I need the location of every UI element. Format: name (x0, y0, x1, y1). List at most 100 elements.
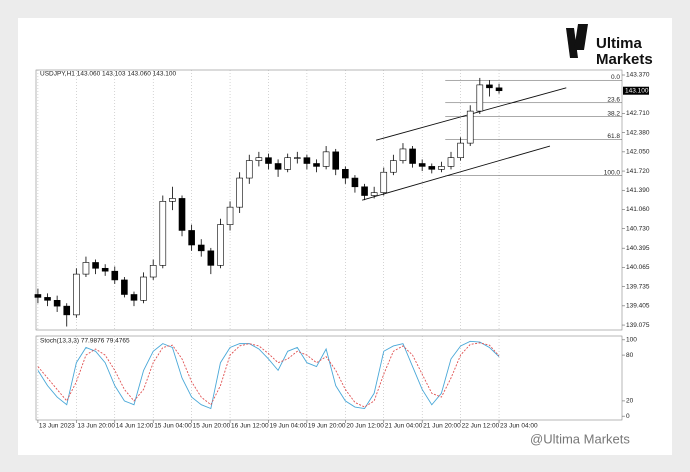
current-price-box (623, 86, 649, 95)
fib-label: 38.2 (607, 110, 620, 117)
candle-body (342, 169, 349, 179)
candle-body (197, 244, 205, 252)
y-tick-label: 142.050 (626, 149, 650, 156)
trendline (362, 145, 551, 201)
candle-body (476, 84, 484, 112)
stoch-line (37, 340, 500, 410)
y-tick-label: 140.065 (626, 264, 650, 271)
candle-body (82, 262, 90, 275)
y-tick-label: 142.380 (626, 129, 650, 136)
stoch-y-tick-label: 80 (626, 352, 634, 359)
candle-body (361, 186, 368, 196)
candle-body (140, 276, 147, 301)
candle-body (399, 148, 407, 161)
stoch-y-tick-label: 0 (626, 413, 630, 420)
candle-body (226, 206, 234, 225)
y-tick-label: 141.390 (626, 187, 650, 194)
y-tick-label: 141.720 (626, 168, 650, 175)
candle-body (457, 142, 464, 158)
candle-body (303, 157, 311, 164)
x-tick-label: 19 Jun 20:00 (308, 423, 346, 430)
y-tick-label: 143.370 (626, 72, 650, 79)
candle-body (44, 297, 51, 301)
candle-body (73, 273, 80, 316)
x-tick-label: 19 Jun 04:00 (269, 423, 307, 430)
x-tick-label: 23 Jun 04:00 (500, 423, 538, 430)
candle-body (274, 163, 282, 170)
candle-body (207, 250, 215, 266)
candle-body (101, 267, 109, 272)
candle-body (111, 270, 119, 281)
y-tick-label: 141.060 (626, 206, 650, 213)
candle-body (34, 294, 42, 298)
x-tick-label: 22 Jun 12:00 (462, 423, 500, 430)
candle-body (447, 157, 455, 167)
candle-body (438, 166, 445, 170)
candle-body (188, 230, 195, 246)
x-tick-label: 15 Jun 04:00 (154, 423, 192, 430)
candle-body (418, 163, 426, 167)
candle-body (121, 279, 128, 295)
candle-body (332, 151, 340, 170)
candle-body (428, 166, 436, 170)
y-tick-label: 140.395 (626, 245, 650, 252)
candle-body (149, 265, 157, 278)
candle-body (217, 224, 224, 266)
y-tick-label: 139.075 (626, 322, 650, 329)
y-tick-label: 139.735 (626, 283, 650, 290)
candle-body (53, 300, 61, 307)
candle-body (169, 198, 176, 202)
fib-label: 0.0 (611, 74, 620, 81)
candle-body (390, 160, 397, 173)
x-tick-label: 15 Jun 20:00 (193, 423, 231, 430)
card (18, 18, 672, 455)
candle-body (255, 157, 263, 161)
chart-title: USDJPY,H1 143.060 143.103 143.060 143.10… (40, 71, 177, 78)
stoch-y-tick-label: 20 (626, 398, 634, 405)
watermark: @Ultima Markets (530, 431, 630, 446)
candle-body (380, 171, 388, 193)
candle-body (313, 163, 320, 167)
current-price-label: 143.100 (625, 87, 649, 94)
candle-body (63, 305, 71, 316)
candle-body (159, 201, 167, 266)
candle-body (409, 148, 416, 164)
logo-mark (566, 28, 578, 58)
candle-body (351, 177, 359, 188)
fib-label: 100.0 (604, 169, 621, 176)
candle-body (486, 84, 493, 89)
candle-body (245, 160, 253, 179)
x-tick-label: 14 Jun 12:00 (116, 423, 154, 430)
logo-text: Ultima (596, 35, 643, 52)
candle-body (265, 157, 272, 164)
candle-body (495, 87, 503, 92)
fib-label: 23.6 (607, 96, 620, 103)
stoch-title: Stoch(13,3,3) 77.9876 79.4765 (40, 338, 130, 345)
candle-body (178, 198, 186, 231)
candle-body (293, 157, 301, 159)
fib-label: 61.8 (607, 133, 620, 140)
y-tick-label: 142.710 (626, 110, 650, 117)
x-tick-label: 21 Jun 20:00 (423, 423, 461, 430)
x-tick-label: 13 Jun 2023 (39, 423, 75, 430)
stoch-frame (35, 335, 623, 421)
stoch-line (37, 342, 500, 408)
candle-body (92, 262, 99, 269)
candle-body (130, 294, 138, 301)
candle-body (322, 151, 330, 167)
candle-body (370, 192, 378, 196)
candle-body (236, 177, 243, 208)
candle-body (466, 110, 474, 144)
logo-text: Markets (596, 51, 653, 68)
x-tick-label: 21 Jun 04:00 (385, 423, 423, 430)
x-tick-label: 20 Jun 12:00 (346, 423, 384, 430)
candle-body (284, 157, 291, 170)
x-tick-label: 13 Jun 20:00 (77, 423, 115, 430)
main-frame (35, 69, 623, 331)
y-tick-label: 140.730 (626, 225, 650, 232)
x-tick-label: 16 Jun 12:00 (231, 423, 269, 430)
stoch-y-tick-label: 100 (626, 337, 637, 344)
logo-mark (574, 24, 588, 50)
